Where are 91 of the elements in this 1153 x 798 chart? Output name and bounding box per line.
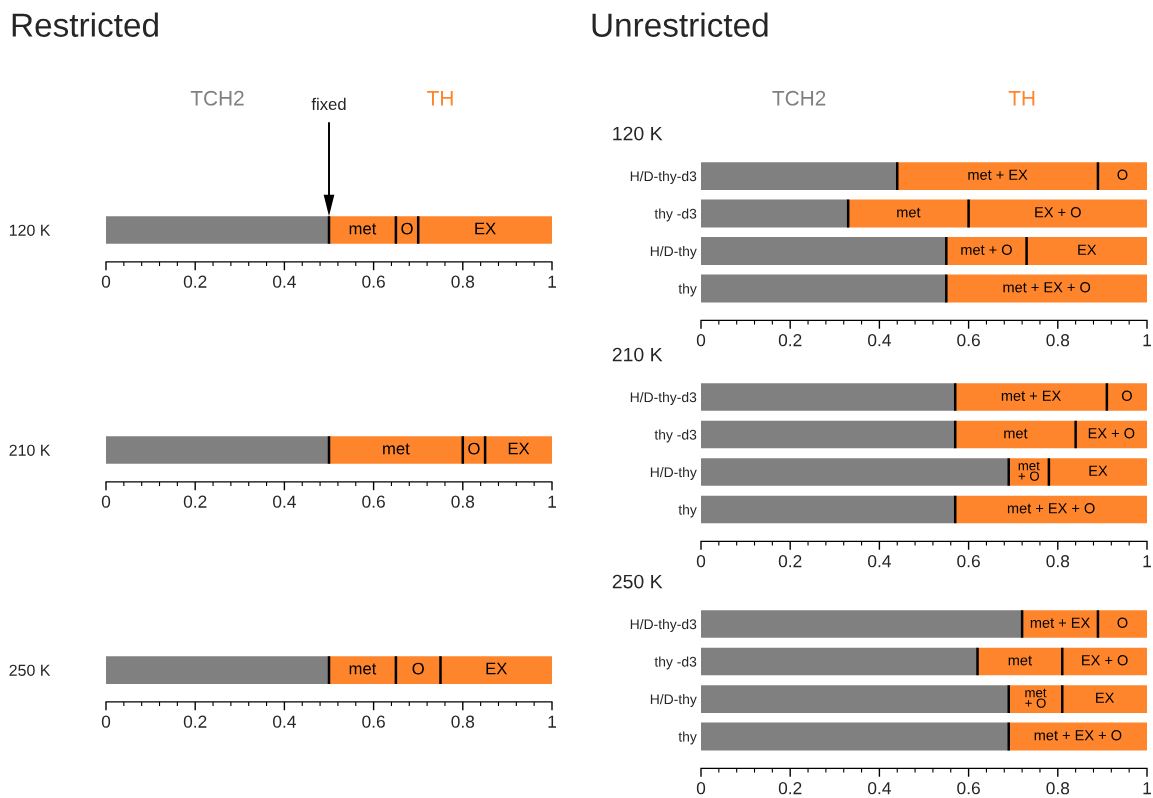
y-tick-label: H/D-thy [650, 466, 697, 480]
y-tick-label: thy -d3 [654, 208, 697, 222]
y-tick-label: H/D-thy-d3 [630, 170, 697, 184]
data-label: met + EX + O [1007, 503, 1095, 514]
data-label: EX + O [1035, 207, 1081, 218]
x-tick-label: 0.8 [451, 275, 475, 288]
data-label: O [1117, 617, 1128, 628]
x-tick-label: 0 [696, 782, 706, 795]
data-label: EX [1096, 692, 1115, 703]
text: fixed [311, 97, 346, 111]
data-label: EX [475, 222, 496, 235]
data-label: O [401, 222, 413, 235]
x-tick-label: 1 [1143, 555, 1151, 568]
data-label: O [468, 442, 480, 455]
y-tick-label: 210 K [9, 444, 51, 456]
y-tick-label: thy -d3 [654, 429, 697, 443]
y-tick-label: H/D-thy [650, 693, 697, 707]
y-tick-label: thy [678, 504, 697, 518]
data-label: met + EX [1001, 390, 1061, 401]
data-label: O [412, 662, 424, 675]
y-tick-label: thy -d3 [654, 656, 697, 670]
chart-title: Unrestricted [592, 12, 768, 37]
y-tick-label: H/D-thy-d3 [630, 391, 697, 405]
data-label: EX [1089, 465, 1108, 476]
chart-subtitle: 250 K [612, 574, 663, 589]
data-label: met + O [961, 244, 1012, 255]
chart-subtitle: 210 K [612, 347, 663, 362]
x-tick-label: 0.8 [1046, 782, 1070, 795]
y-tick-label: 250 K [9, 664, 51, 676]
x-tick-label: 1 [1143, 782, 1151, 795]
x-tick-label: 0.8 [451, 495, 475, 508]
x-tick-label: 0.4 [273, 495, 296, 508]
x-tick-label: 0 [101, 275, 111, 288]
data-label: met [349, 663, 377, 675]
x-tick-label: 0.2 [183, 275, 207, 288]
x-tick-label: 0.6 [957, 334, 980, 347]
data-label: EX [508, 442, 530, 455]
x-tick-label: 0.4 [868, 334, 891, 347]
y-tick-label: H/D-thy [650, 245, 697, 259]
data-label: O [1117, 169, 1128, 180]
chart-subtitle: 120 K [613, 126, 663, 141]
text: TH [427, 91, 453, 106]
x-tick-label: 0.8 [1046, 334, 1070, 347]
x-tick-label: 1 [548, 495, 556, 508]
x-tick-label: 0.4 [868, 782, 891, 795]
x-tick-label: 0.6 [362, 715, 385, 728]
data-label: met [383, 443, 410, 455]
x-tick-label: 0.6 [362, 495, 385, 508]
data-label: met + EX + O [1003, 282, 1091, 293]
x-tick-label: 0.4 [273, 715, 296, 728]
data-label: met + O [1018, 461, 1040, 481]
x-tick-label: 1 [1143, 334, 1151, 347]
x-tick-label: 0.6 [957, 555, 980, 568]
data-label: met [897, 207, 921, 218]
text: TH [1008, 91, 1035, 106]
x-tick-label: 0.2 [778, 555, 802, 568]
data-label: met [1008, 655, 1032, 666]
x-tick-label: 0.2 [778, 334, 802, 347]
x-tick-label: 0.2 [183, 495, 207, 508]
y-tick-label: H/D-thy-d3 [630, 618, 697, 632]
x-tick-label: 0 [696, 555, 706, 568]
data-label: met [1004, 428, 1028, 439]
text: TCH2 [772, 90, 826, 106]
data-label: met + O [1025, 688, 1047, 708]
x-tick-label: 0 [101, 715, 111, 728]
x-tick-label: 0 [696, 334, 706, 347]
x-tick-label: 0.6 [362, 275, 385, 288]
data-label: met + EX + O [1034, 730, 1122, 741]
data-label: EX [486, 662, 508, 675]
chart-title: Restricted [12, 12, 158, 37]
data-label: met + EX [1030, 617, 1090, 628]
data-label: EX [1078, 244, 1097, 255]
data-label: met [349, 223, 377, 235]
x-tick-label: 1 [548, 275, 556, 288]
x-tick-label: 0.2 [183, 715, 207, 728]
data-label: EX + O [1082, 655, 1128, 666]
x-tick-label: 0 [101, 495, 111, 508]
x-tick-label: 1 [548, 715, 556, 728]
data-label: met + EX [968, 169, 1028, 180]
x-tick-label: 0.6 [957, 782, 980, 795]
x-tick-label: 0.8 [1046, 555, 1070, 568]
text: TCH2 [190, 90, 244, 106]
data-label: EX + O [1088, 428, 1135, 439]
x-tick-label: 0.8 [451, 715, 475, 728]
x-tick-label: 0.4 [868, 555, 891, 568]
x-tick-label: 0.4 [273, 275, 296, 288]
data-label: O [1121, 390, 1132, 401]
y-tick-label: thy [678, 731, 697, 745]
y-tick-label: 120 K [9, 224, 51, 236]
x-tick-label: 0.2 [778, 782, 802, 795]
y-tick-label: thy [678, 283, 697, 297]
